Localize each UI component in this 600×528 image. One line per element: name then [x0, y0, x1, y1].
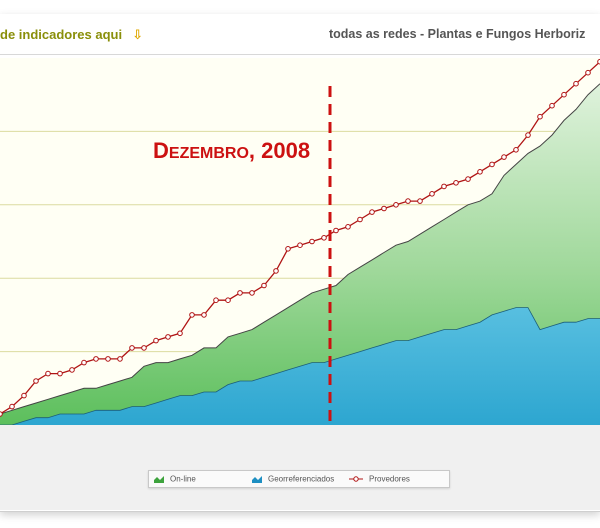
provedores-point [285, 246, 291, 252]
provedores-point [297, 242, 303, 248]
provedores-point [525, 132, 531, 138]
provedores-point [33, 378, 39, 384]
georef-series [0, 307, 600, 426]
provedores-point [477, 169, 483, 175]
provedores-point [453, 180, 459, 186]
provedores-point [237, 290, 243, 296]
provedores-point [429, 191, 435, 197]
provedores-point [45, 370, 51, 377]
provedores-point [489, 161, 495, 168]
provedores-point [333, 227, 339, 234]
provedores-point [549, 102, 555, 109]
legend-item-georreferenciados[interactable]: Georreferenciados [252, 474, 334, 483]
provedores-point [309, 238, 315, 245]
provedores-point [93, 356, 99, 362]
provedores-point [213, 297, 219, 304]
provedores-point [69, 367, 75, 373]
legend-item-online[interactable]: On-line [154, 474, 196, 483]
area-chart-blue-icon [252, 475, 262, 483]
legend-item-provedores[interactable]: Provedores [349, 474, 410, 483]
provedores-point [417, 198, 423, 204]
provedores-point [105, 356, 111, 362]
legend-label: Georreferenciados [268, 474, 335, 484]
provedores-point [501, 154, 507, 160]
provedores-point [393, 202, 399, 208]
area-chart-green-icon [154, 475, 164, 483]
december-2008-label: DEZEMBRO, 2008 [153, 138, 311, 163]
provedores-point [585, 69, 591, 76]
network-title: todas as redes - Plantas e Fungos Herbor… [329, 27, 586, 41]
provedores-point [153, 337, 159, 344]
provedores-point [81, 359, 87, 366]
indicator-selector[interactable]: de indicadores aqui ⇩ [0, 27, 143, 43]
legend-label: Provedores [369, 474, 410, 484]
provedores-point [465, 176, 471, 182]
provedores-point [165, 334, 171, 340]
provedores-point [321, 235, 327, 241]
provedores-point [201, 312, 207, 318]
legend-label: On-line [170, 474, 196, 484]
provedores-point [225, 297, 231, 304]
provedores-point [513, 147, 519, 153]
provedores-point [0, 411, 3, 417]
down-arrow-icon[interactable]: ⇩ [132, 27, 143, 42]
provedores-series [0, 58, 600, 417]
provedores-point [369, 209, 375, 215]
provedores-point [21, 392, 27, 399]
chart-legend: On-line Georreferenciados Provedores [148, 470, 450, 488]
provedores-point [561, 91, 567, 98]
provedores-point [573, 80, 579, 87]
provedores-point [441, 183, 447, 190]
provedores-point [177, 330, 183, 337]
indicator-selector-label: de indicadores aqui [0, 27, 123, 42]
provedores-point [9, 403, 15, 410]
provedores-point [189, 312, 195, 318]
provedores-point [117, 356, 123, 362]
chart-toolbar [0, 14, 600, 55]
provedores-point [381, 205, 387, 212]
provedores-point [141, 345, 147, 351]
provedores-point [537, 113, 543, 120]
provedores-point [129, 345, 135, 351]
provedores-point [597, 58, 600, 65]
provedores-point [249, 290, 255, 296]
georef-line [0, 307, 600, 426]
provedores-point [357, 216, 363, 223]
online-line [0, 83, 600, 415]
provedores-point [261, 282, 267, 289]
provedores-point [273, 268, 279, 274]
plot-footer-area [0, 425, 600, 510]
provedores-point [405, 198, 411, 204]
provedores-point [345, 224, 351, 230]
provedores-point [57, 370, 63, 377]
line-marker-red-icon [349, 476, 363, 482]
